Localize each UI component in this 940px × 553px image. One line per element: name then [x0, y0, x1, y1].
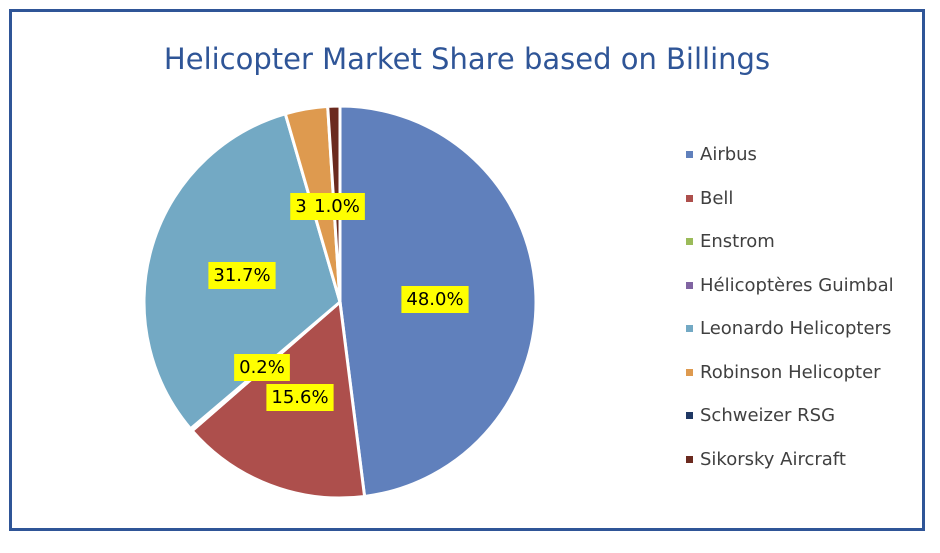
legend-label: Airbus — [700, 144, 757, 166]
svg-text:15.6%: 15.6% — [271, 387, 328, 408]
legend-label: Hélicoptères Guimbal — [700, 274, 894, 296]
svg-text:1.0%: 1.0% — [314, 196, 360, 217]
data-label-airbus: 48.0% — [401, 286, 469, 313]
chart-title: Helicopter Market Share based on Billing… — [163, 42, 771, 76]
legend-swatch — [686, 455, 693, 463]
svg-text:31.7%: 31.7% — [213, 265, 270, 286]
legend-swatch — [686, 151, 693, 159]
legend-swatch — [686, 281, 693, 289]
legend-swatch — [686, 368, 693, 376]
legend-item-helicopteres-guimbal: Hélicoptères Guimbal — [686, 264, 926, 308]
data-label-leonardo-helicopters: 31.7% — [208, 262, 276, 289]
legend-label: Schweizer RSG — [700, 405, 836, 427]
legend-swatch — [686, 238, 693, 246]
legend: Airbus Bell Enstrom Hélicoptères Guimbal Leo… — [686, 133, 926, 481]
legend-swatch — [686, 194, 693, 202]
svg-text:0.2%: 0.2% — [239, 357, 285, 378]
data-label-bell: 15.6% — [266, 384, 334, 411]
legend-item-sikorsky-aircraft: Sikorsky Aircraft — [686, 438, 926, 482]
legend-label: Bell — [700, 187, 734, 209]
data-label-robinson-helicopter: 3 — [290, 193, 312, 220]
legend-label: Enstrom — [700, 231, 775, 253]
legend-label: Sikorsky Aircraft — [700, 448, 846, 470]
legend-item-airbus: Airbus — [686, 133, 926, 177]
svg-text:48.0%: 48.0% — [406, 289, 463, 310]
legend-label: Robinson Helicopter — [700, 361, 881, 383]
data-label-enstrom: 0.2% — [234, 354, 290, 381]
legend-item-schweizer-rsg: Schweizer RSG — [686, 394, 926, 438]
legend-label: Leonardo Helicopters — [700, 318, 892, 340]
svg-text:3: 3 — [295, 196, 306, 217]
legend-item-leonardo-helicopters: Leonardo Helicopters — [686, 307, 926, 351]
data-label-sikorsky-aircraft: 1.0% — [309, 193, 365, 220]
legend-item-robinson-helicopter: Robinson Helicopter — [686, 351, 926, 395]
legend-item-bell: Bell — [686, 177, 926, 221]
legend-swatch — [686, 412, 693, 420]
legend-swatch — [686, 325, 693, 333]
legend-item-enstrom: Enstrom — [686, 220, 926, 264]
